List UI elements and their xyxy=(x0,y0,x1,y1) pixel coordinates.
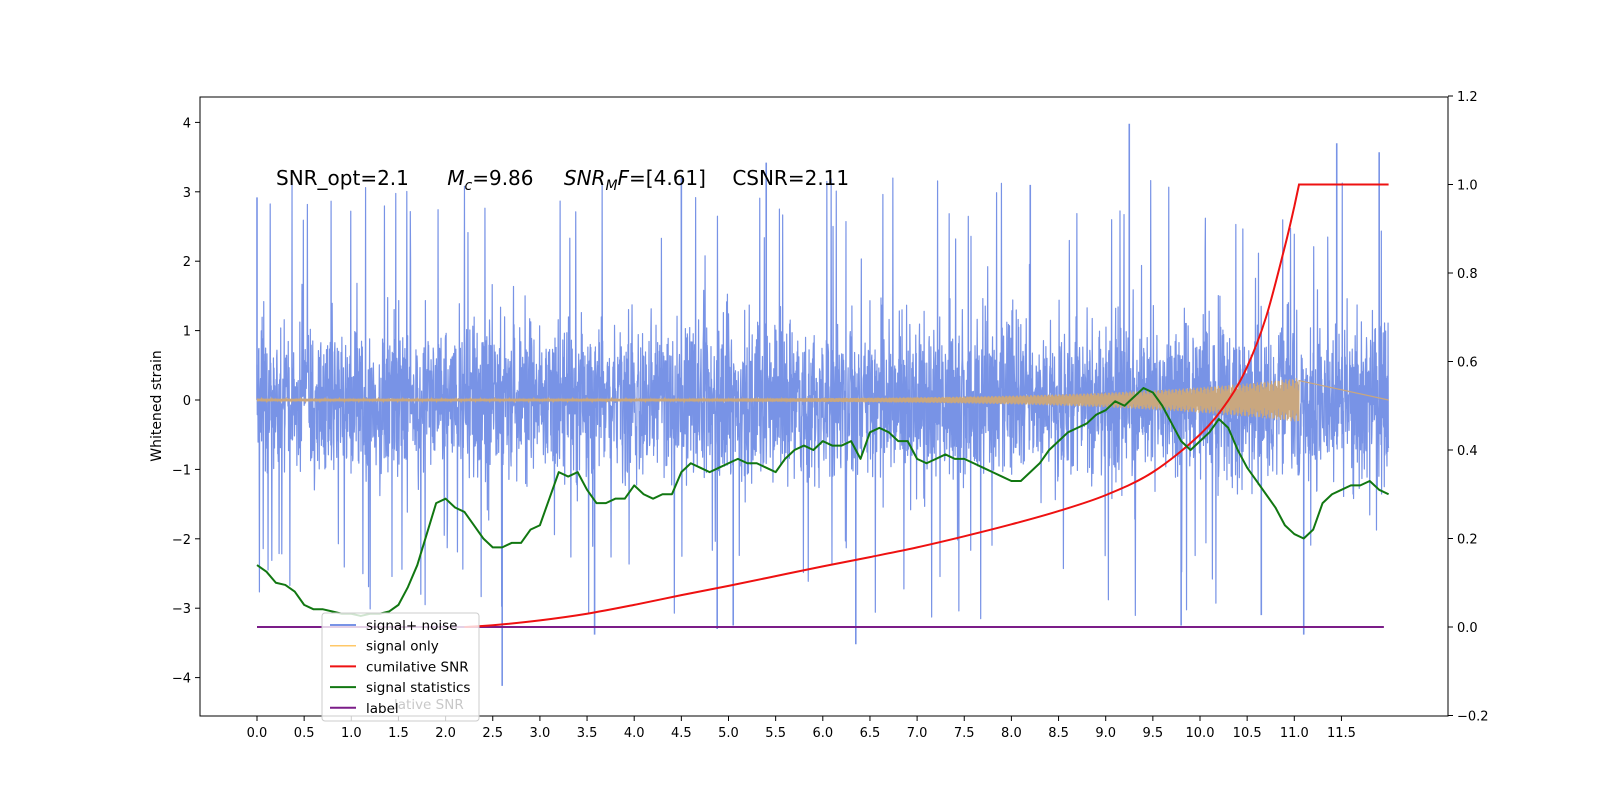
y2-tick-label: 0.4 xyxy=(1457,444,1478,459)
y2-tick-label: 1.0 xyxy=(1457,179,1478,194)
y2-tick-label: 0.2 xyxy=(1457,533,1478,548)
x-tick-label: 0.5 xyxy=(294,726,315,741)
x-tick-label: 5.5 xyxy=(765,726,786,741)
annot-mc-sub: c xyxy=(465,178,473,194)
legend-entry: signal only xyxy=(366,639,439,655)
y-tick-label: 4 xyxy=(183,116,191,131)
legend: lative SNR signal+ noise signal only cumila… xyxy=(321,612,480,722)
x-tick-label: 3.5 xyxy=(577,726,598,741)
svg-text:SNR_opt=2.1 Mc=9.86: SNR_opt=2.1 Mc=9.86 SNRMF=[4.61] CSNR=2.… xyxy=(276,166,849,194)
x-tick-label: 8.5 xyxy=(1048,726,1069,741)
y-axis-label: Whitened strain xyxy=(149,350,165,461)
annot-snr-opt: SNR_opt=2.1 xyxy=(276,166,409,190)
y-tick-label: 3 xyxy=(183,186,191,201)
annot-csnr: CSNR=2.11 xyxy=(732,166,849,190)
y2-tick-label: 0.0 xyxy=(1457,621,1478,636)
x-tick-label: 5.0 xyxy=(718,726,739,741)
y2-tick-label: 1.2 xyxy=(1457,90,1478,105)
y-axis-left: −4 −3 −2 −1 0 1 2 3 4 xyxy=(172,116,200,687)
x-tick-label: 11.5 xyxy=(1327,726,1356,741)
x-tick-label: 7.0 xyxy=(907,726,928,741)
legend-box xyxy=(321,612,480,722)
plot-frame xyxy=(199,96,1449,717)
x-tick-label: 6.5 xyxy=(860,726,881,741)
y2-tick-label: −0.2 xyxy=(1457,710,1489,725)
x-tick-label: 1.0 xyxy=(341,726,362,741)
x-tick-label: 2.5 xyxy=(482,726,503,741)
series-signal-statistics xyxy=(256,387,1390,617)
annot-snrmf-symbol: SNR xyxy=(564,166,606,190)
series-signal-only-line xyxy=(256,378,1389,422)
y2-tick-label: 0.8 xyxy=(1457,267,1478,282)
y2-tick-label: 0.6 xyxy=(1457,356,1478,371)
x-tick-label: 9.5 xyxy=(1143,726,1164,741)
x-tick-label: 3.0 xyxy=(530,726,551,741)
legend-entry: label xyxy=(366,701,399,717)
annot-snrmf-value: =[4.61] xyxy=(629,166,706,190)
y-tick-label: 2 xyxy=(183,255,191,270)
y-axis-right: −0.2 0.0 0.2 0.4 0.6 0.8 1.0 1.2 xyxy=(1448,90,1489,725)
annot-mc-symbol: M xyxy=(447,166,464,190)
annot-mc-value: =9.86 xyxy=(472,166,533,190)
legend-entry: cumilative SNR xyxy=(366,659,469,675)
legend-overlapped-text: lative SNR xyxy=(394,697,464,713)
x-tick-label: 6.0 xyxy=(812,726,833,741)
x-tick-label: 4.5 xyxy=(671,726,692,741)
series-signal-noise-line xyxy=(256,177,1390,620)
series-signal-statistics-line xyxy=(256,387,1390,617)
x-tick-label: 8.0 xyxy=(1001,726,1022,741)
series-cumilative-snr-line xyxy=(464,183,1389,628)
x-tick-label: 7.5 xyxy=(954,726,975,741)
x-tick-label: 4.0 xyxy=(624,726,645,741)
legend-entry: signal statistics xyxy=(366,680,470,696)
x-tick-label: 0.0 xyxy=(247,726,268,741)
x-tick-label: 10.0 xyxy=(1186,726,1215,741)
y-tick-label: −1 xyxy=(172,463,191,478)
x-tick-label: 9.0 xyxy=(1095,726,1116,741)
y-tick-label: −2 xyxy=(172,533,191,548)
annot-snrmf-sub: M xyxy=(605,178,617,194)
y-tick-label: 1 xyxy=(183,325,191,340)
annotation-line: SNR_opt=2.1 Mc=9.86 SNRMF=[4.61] CSNR=2.… xyxy=(276,166,849,194)
y-tick-label: −4 xyxy=(172,672,191,687)
x-tick-label: 1.5 xyxy=(388,726,409,741)
y-tick-label: 0 xyxy=(183,394,191,409)
annot-snrmf-f: F xyxy=(618,166,630,190)
x-tick-label: 11.0 xyxy=(1280,726,1309,741)
x-tick-label: 10.5 xyxy=(1233,726,1262,741)
series-signal-only xyxy=(256,378,1389,422)
y-tick-label: −3 xyxy=(172,602,191,617)
legend-entry: signal+ noise xyxy=(366,618,457,634)
x-axis: 0.0 0.5 1.0 1.5 2.0 2.5 3.0 3.5 4.0 4.5 5.0 5.5 6.0 6… xyxy=(247,716,1356,741)
series-cumilative-snr xyxy=(464,183,1389,628)
x-tick-label: 2.0 xyxy=(435,726,456,741)
series-signal-noise xyxy=(256,123,1390,686)
